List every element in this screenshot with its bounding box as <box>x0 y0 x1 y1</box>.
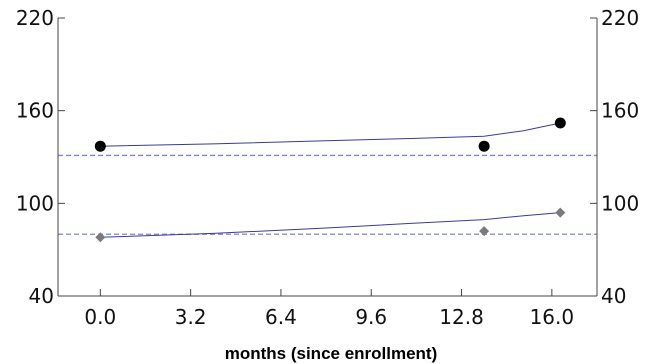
y-tick-label-left: 220 <box>16 6 54 30</box>
axes <box>57 17 598 297</box>
y-tick-label-left: 160 <box>16 99 54 123</box>
y-tick-label-right: 40 <box>601 284 626 308</box>
data-point-circle <box>94 140 106 152</box>
trend-lines <box>100 122 561 238</box>
y-tick-label-left: 100 <box>16 191 54 215</box>
x-tick-label: 9.6 <box>355 305 387 329</box>
x-tick-label: 6.4 <box>265 305 297 329</box>
data-point-circle <box>554 117 566 129</box>
y-tick-label-right: 220 <box>601 6 639 30</box>
y-tick-label-left: 40 <box>29 284 54 308</box>
x-tick-label: 12.8 <box>439 305 484 329</box>
data-point-circle <box>478 140 490 152</box>
x-tick-label: 0.0 <box>84 305 116 329</box>
x-axis-title: months (since enrollment) <box>225 344 438 363</box>
y-tick-label-right: 100 <box>601 191 639 215</box>
x-tick-label: 3.2 <box>175 305 207 329</box>
tick-labels: 40 40 100 100 160 160 220 220 0.0 3.2 6.4 9.6 12.8 16… <box>16 6 639 329</box>
x-tick-label: 16.0 <box>530 305 575 329</box>
reference-lines <box>58 154 597 235</box>
data-point-diamond <box>479 226 490 237</box>
trend-line-2 <box>100 212 561 238</box>
data-point-diamond <box>95 232 106 243</box>
data-point-diamond <box>555 207 566 218</box>
data-markers <box>94 117 566 243</box>
trend-line-1 <box>100 122 561 147</box>
y-tick-label-right: 160 <box>601 99 639 123</box>
